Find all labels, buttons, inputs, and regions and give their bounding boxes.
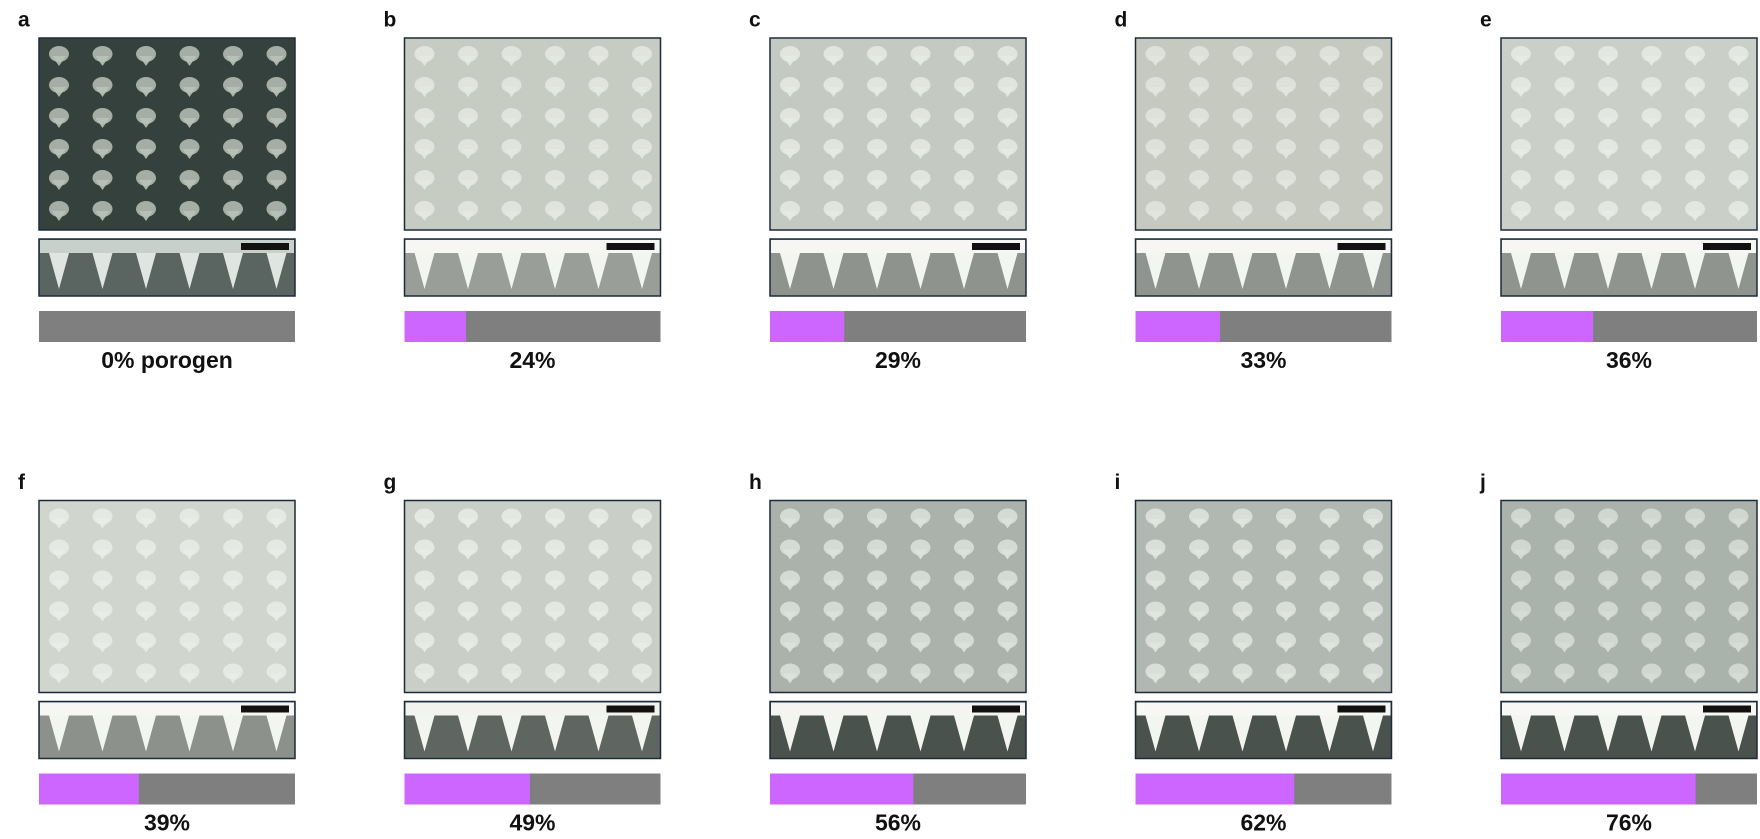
panel: f 39% xyxy=(18,471,295,836)
porogen-label: 36% xyxy=(1606,347,1652,373)
scale-bar xyxy=(1338,243,1386,250)
top-view-photo xyxy=(405,38,661,230)
scale-bar xyxy=(972,243,1020,250)
panel-letter: e xyxy=(1480,9,1492,32)
top-view-photo xyxy=(770,38,1026,230)
porogen-bar xyxy=(39,774,139,805)
scale-bar xyxy=(1338,706,1386,713)
top-view-photo xyxy=(39,501,295,693)
panel-letter: j xyxy=(1479,471,1486,494)
top-view-photo xyxy=(1136,501,1392,693)
porogen-bar xyxy=(770,774,913,805)
porogen-label: 62% xyxy=(1240,810,1286,836)
porogen-label: 49% xyxy=(509,810,555,836)
figure: a 0% porogen b 24% c 29% d 33% e 36% f 39% g 49% h 56% i… xyxy=(0,0,1760,839)
porogen-bar xyxy=(1136,774,1295,805)
panel-letter: g xyxy=(384,471,397,494)
panel-letter: c xyxy=(749,9,761,32)
panel: h 56% xyxy=(749,471,1026,836)
panel: b 24% xyxy=(384,9,661,374)
porogen-bar xyxy=(405,774,530,805)
panel: i 62% xyxy=(1115,471,1392,836)
panel-letter: i xyxy=(1115,471,1121,494)
porogen-label: 24% xyxy=(509,347,555,373)
scale-bar xyxy=(241,706,289,713)
porogen-bar xyxy=(1501,774,1696,805)
panel: a 0% porogen xyxy=(18,9,295,374)
scale-bar xyxy=(607,243,655,250)
panel-letter: d xyxy=(1115,9,1128,32)
porogen-bar xyxy=(770,311,844,342)
panel-letter: h xyxy=(749,471,762,494)
scale-bar xyxy=(972,706,1020,713)
scale-bar xyxy=(1703,243,1751,250)
top-view-photo xyxy=(1501,38,1757,230)
panel: e 36% xyxy=(1480,9,1757,374)
porogen-label: 76% xyxy=(1606,810,1652,836)
porogen-label: 29% xyxy=(875,347,921,373)
top-view-photo xyxy=(39,38,295,230)
top-view-photo xyxy=(770,501,1026,693)
scale-bar xyxy=(607,706,655,713)
porogen-label: 0% porogen xyxy=(101,347,233,373)
panel: j 76% xyxy=(1479,471,1757,836)
panel-letter: b xyxy=(384,9,397,32)
panel: g 49% xyxy=(384,471,661,836)
panel-letter: a xyxy=(18,9,30,32)
top-view-photo xyxy=(405,501,661,693)
bar-track xyxy=(39,311,295,342)
top-view-photo xyxy=(1501,501,1757,693)
scale-bar xyxy=(241,243,289,250)
porogen-label: 33% xyxy=(1240,347,1286,373)
scale-bar xyxy=(1703,706,1751,713)
panel-letter: f xyxy=(18,471,26,494)
panel: c 29% xyxy=(749,9,1026,374)
panel: d 33% xyxy=(1115,9,1392,374)
porogen-bar xyxy=(1136,311,1220,342)
porogen-bar xyxy=(1501,311,1593,342)
porogen-label: 39% xyxy=(144,810,190,836)
porogen-bar xyxy=(405,311,466,342)
porogen-label: 56% xyxy=(875,810,921,836)
top-view-photo xyxy=(1136,38,1392,230)
